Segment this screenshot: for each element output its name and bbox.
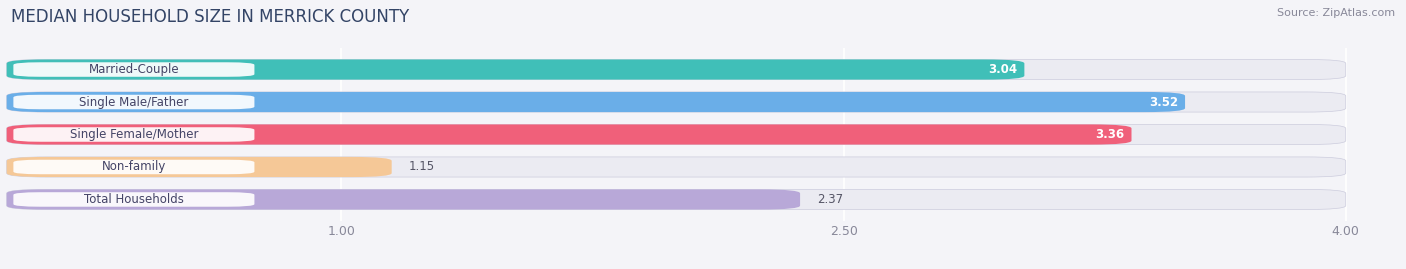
Text: 3.52: 3.52 — [1149, 95, 1178, 108]
Text: 1.15: 1.15 — [408, 161, 434, 174]
FancyBboxPatch shape — [7, 92, 1346, 112]
Text: Non-family: Non-family — [101, 161, 166, 174]
FancyBboxPatch shape — [14, 62, 254, 77]
Text: Source: ZipAtlas.com: Source: ZipAtlas.com — [1277, 8, 1395, 18]
Text: 2.37: 2.37 — [817, 193, 844, 206]
FancyBboxPatch shape — [7, 189, 800, 210]
FancyBboxPatch shape — [14, 192, 254, 207]
Text: Married-Couple: Married-Couple — [89, 63, 179, 76]
FancyBboxPatch shape — [7, 59, 1346, 80]
FancyBboxPatch shape — [7, 125, 1132, 144]
Text: MEDIAN HOUSEHOLD SIZE IN MERRICK COUNTY: MEDIAN HOUSEHOLD SIZE IN MERRICK COUNTY — [11, 8, 409, 26]
FancyBboxPatch shape — [7, 59, 1025, 80]
Text: Single Female/Mother: Single Female/Mother — [70, 128, 198, 141]
FancyBboxPatch shape — [7, 92, 1185, 112]
FancyBboxPatch shape — [14, 127, 254, 142]
FancyBboxPatch shape — [7, 157, 392, 177]
FancyBboxPatch shape — [14, 95, 254, 109]
Text: 3.36: 3.36 — [1095, 128, 1125, 141]
FancyBboxPatch shape — [14, 160, 254, 174]
Text: Total Households: Total Households — [84, 193, 184, 206]
FancyBboxPatch shape — [7, 125, 1346, 144]
FancyBboxPatch shape — [7, 189, 1346, 210]
FancyBboxPatch shape — [7, 157, 1346, 177]
Text: 3.04: 3.04 — [988, 63, 1018, 76]
Text: Single Male/Father: Single Male/Father — [79, 95, 188, 108]
